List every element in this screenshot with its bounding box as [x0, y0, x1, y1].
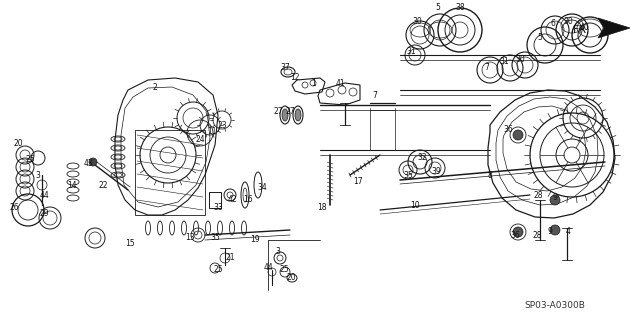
Text: 30: 30	[412, 18, 422, 26]
Text: 37: 37	[280, 63, 290, 72]
Text: 24: 24	[195, 136, 205, 145]
Circle shape	[513, 130, 523, 140]
Text: 16: 16	[243, 196, 253, 204]
Text: 42: 42	[227, 196, 237, 204]
Circle shape	[550, 195, 560, 205]
Text: 1: 1	[312, 78, 316, 87]
Ellipse shape	[282, 109, 288, 121]
Text: 13: 13	[185, 234, 195, 242]
Text: 32: 32	[417, 153, 427, 162]
Text: 2: 2	[152, 83, 157, 92]
Text: 34: 34	[257, 182, 267, 191]
Text: 35: 35	[210, 234, 220, 242]
Text: 3: 3	[36, 172, 40, 181]
Text: 22: 22	[99, 181, 108, 189]
Text: 17: 17	[353, 177, 363, 187]
Text: 44: 44	[39, 190, 49, 199]
Text: 5: 5	[436, 4, 440, 12]
Text: 10: 10	[410, 201, 420, 210]
Text: FR.: FR.	[573, 25, 591, 35]
Text: 39: 39	[431, 167, 441, 176]
Text: 19: 19	[250, 235, 260, 244]
Text: 4: 4	[566, 227, 570, 236]
Text: 7: 7	[484, 63, 490, 71]
Text: 27: 27	[285, 108, 295, 116]
Text: 36: 36	[510, 231, 520, 240]
Text: 20: 20	[13, 138, 23, 147]
Text: 35: 35	[403, 172, 413, 181]
Text: 15: 15	[125, 239, 135, 248]
Text: SP03-A0300B: SP03-A0300B	[525, 300, 586, 309]
Text: 31: 31	[499, 57, 509, 66]
Text: 25: 25	[279, 265, 289, 275]
Text: 18: 18	[317, 204, 327, 212]
Text: 31: 31	[406, 48, 416, 56]
Text: 6: 6	[550, 19, 556, 28]
Text: 5: 5	[538, 33, 543, 42]
Text: 8: 8	[488, 170, 492, 180]
Text: 43: 43	[83, 159, 93, 167]
Text: 14: 14	[67, 181, 77, 189]
Text: 40: 40	[580, 24, 590, 33]
Text: 25: 25	[25, 155, 35, 165]
Text: 38: 38	[455, 4, 465, 12]
Text: 29: 29	[39, 210, 49, 219]
Text: 28: 28	[533, 190, 543, 199]
Text: 21: 21	[225, 254, 235, 263]
Bar	[209, 192, 221, 208]
Text: 30: 30	[515, 56, 525, 64]
Text: 30: 30	[563, 18, 573, 26]
Text: 9: 9	[552, 194, 557, 203]
Circle shape	[89, 158, 97, 166]
Text: 25: 25	[213, 265, 223, 275]
Polygon shape	[598, 18, 630, 38]
Text: 23: 23	[217, 122, 227, 130]
Text: 20: 20	[286, 273, 296, 283]
Circle shape	[550, 225, 560, 235]
Text: 7: 7	[372, 91, 378, 100]
Text: 28: 28	[532, 231, 541, 240]
Text: 33: 33	[213, 204, 223, 212]
Ellipse shape	[295, 109, 301, 121]
Text: 3: 3	[276, 248, 280, 256]
Text: 41: 41	[335, 78, 345, 87]
Text: 27: 27	[273, 108, 283, 116]
Text: 26: 26	[9, 203, 19, 211]
Text: 44: 44	[263, 263, 273, 272]
Text: 11: 11	[207, 128, 217, 137]
Text: 12: 12	[291, 73, 300, 83]
Text: 36: 36	[503, 125, 513, 135]
Text: 9: 9	[548, 227, 552, 236]
Circle shape	[513, 227, 523, 237]
